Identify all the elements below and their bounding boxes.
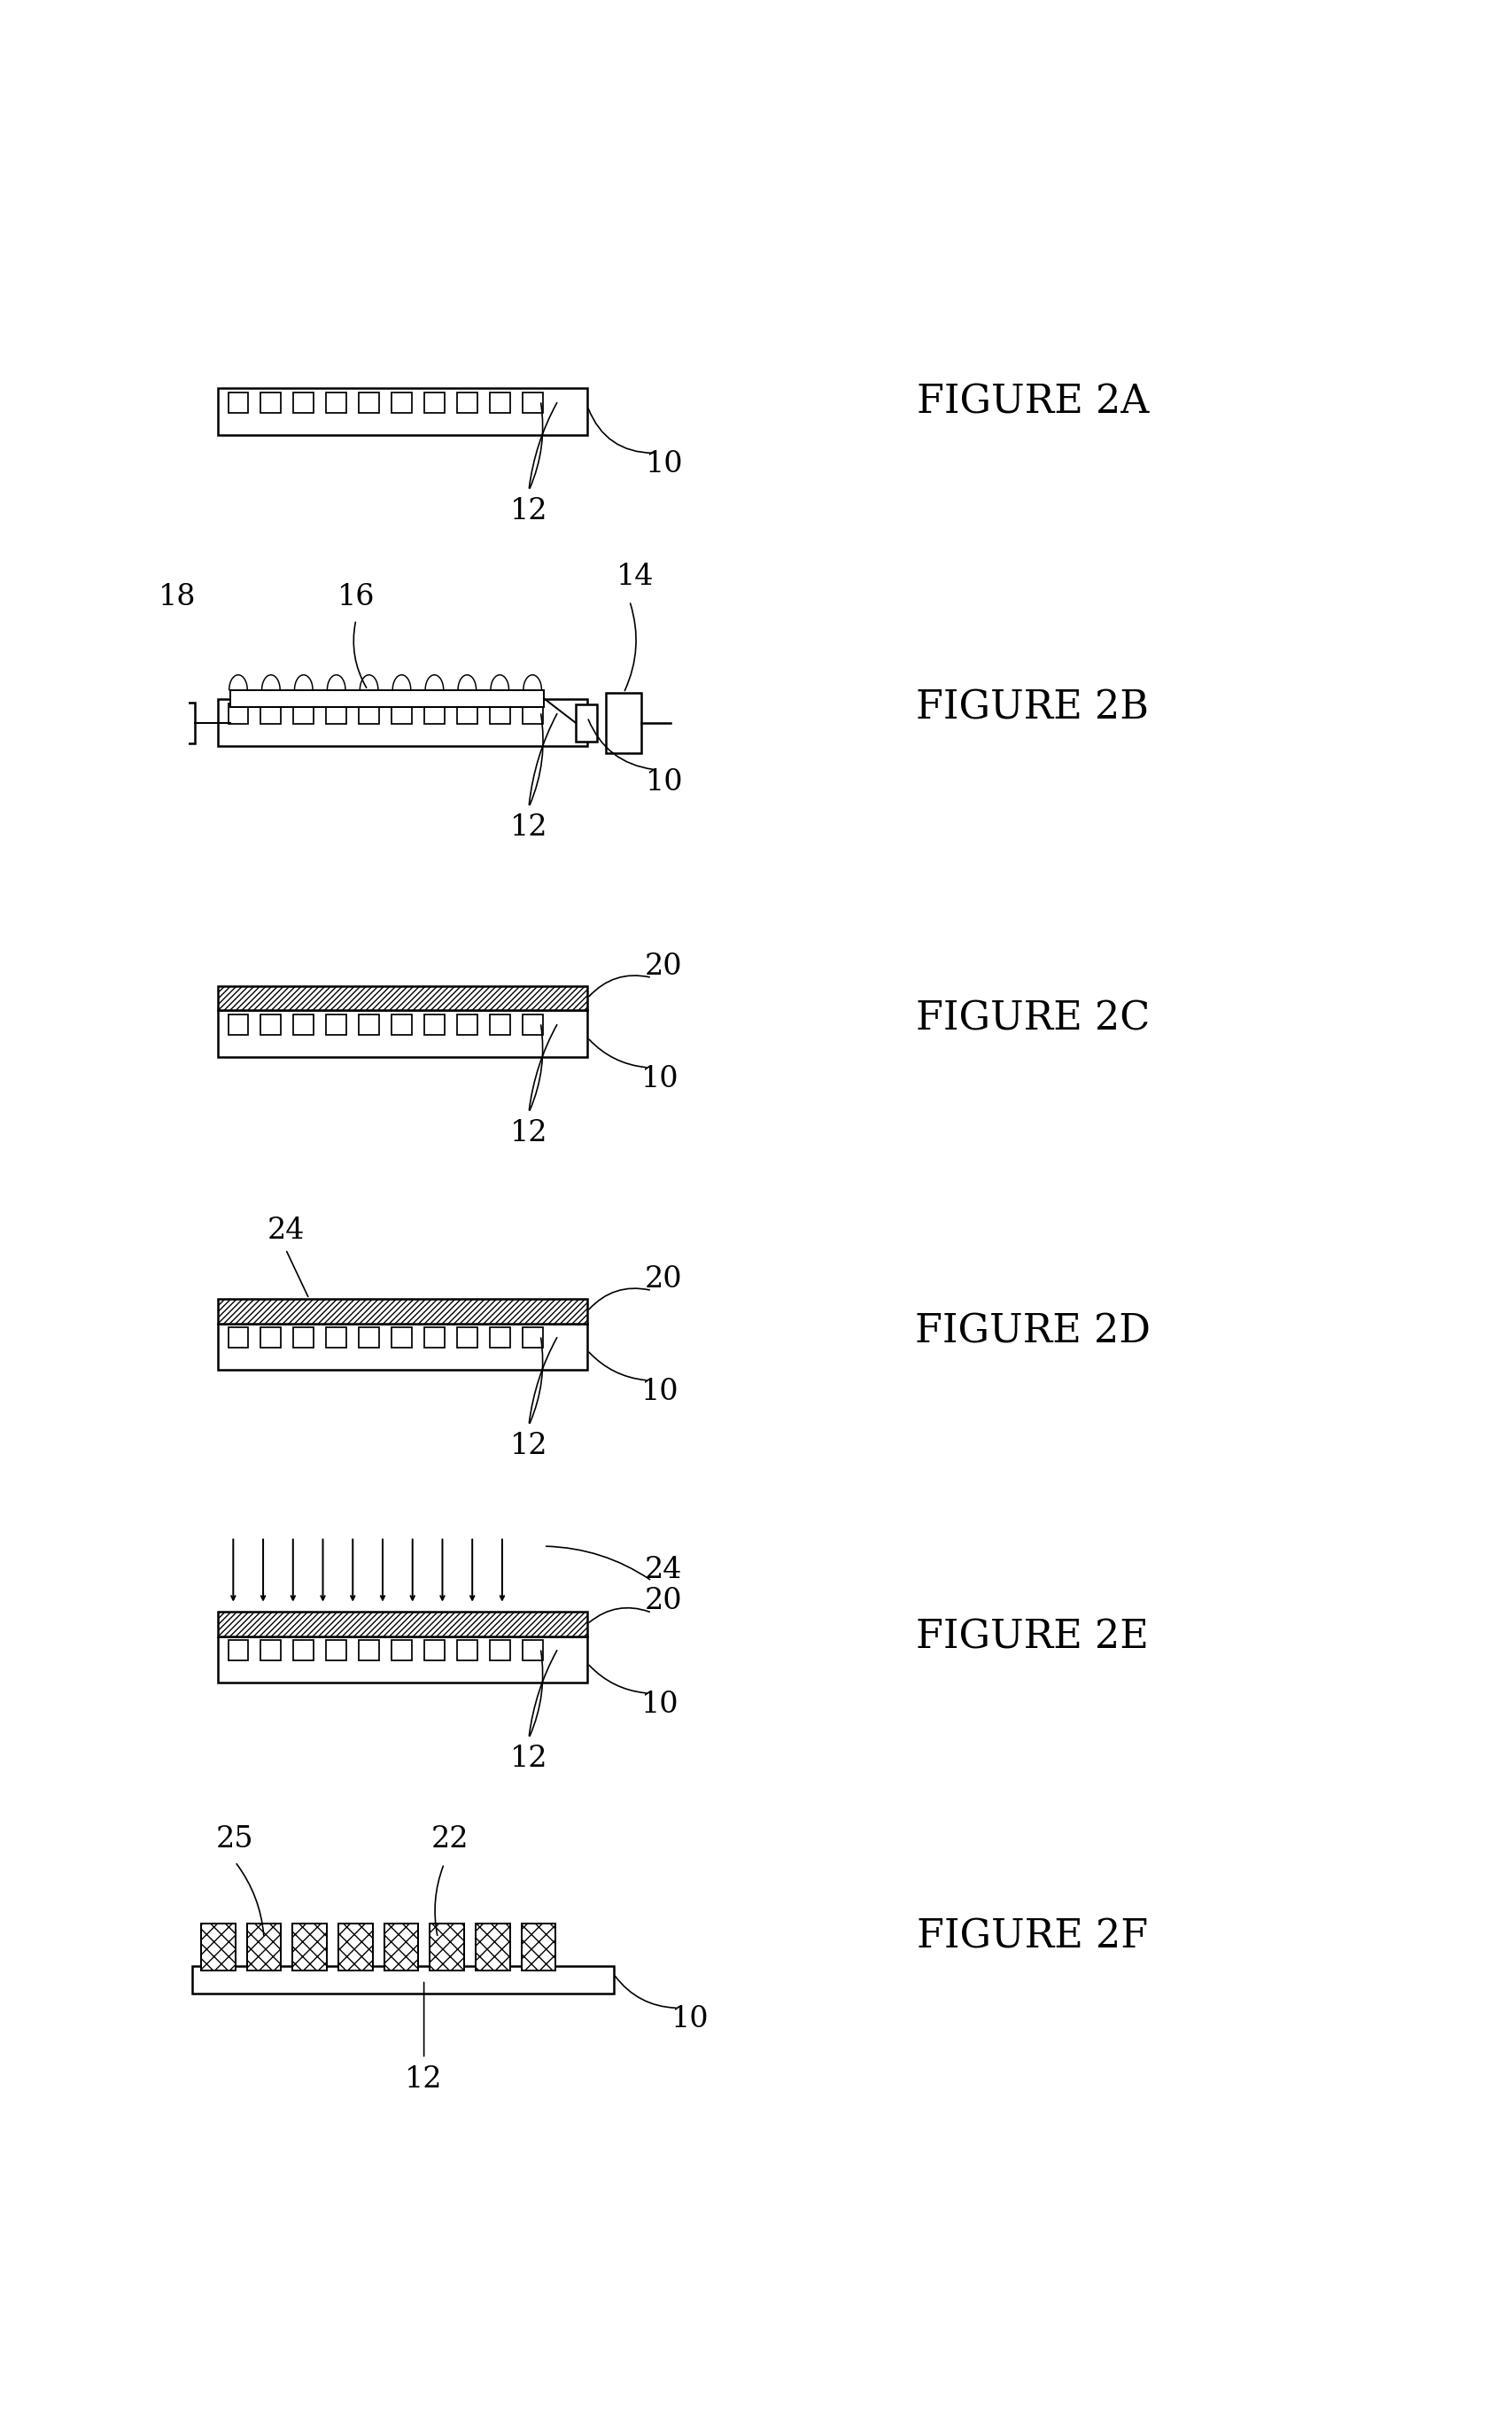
- Text: 12: 12: [405, 2066, 443, 2092]
- Text: FIGURE 2E: FIGURE 2E: [916, 1618, 1149, 1657]
- Bar: [228, 1015, 248, 1034]
- Bar: [218, 389, 587, 436]
- Bar: [166, 703, 195, 744]
- Bar: [522, 1326, 543, 1348]
- Bar: [457, 1015, 478, 1034]
- Text: FIGURE 2A: FIGURE 2A: [916, 384, 1149, 421]
- Text: 12: 12: [510, 1744, 547, 1774]
- Text: 12: 12: [510, 1119, 547, 1148]
- Bar: [490, 392, 510, 414]
- Bar: [425, 703, 445, 723]
- Text: 14: 14: [617, 562, 655, 591]
- Bar: [218, 1010, 587, 1058]
- Bar: [392, 703, 411, 723]
- Text: 25: 25: [216, 1825, 254, 1854]
- Text: 10: 10: [641, 1691, 679, 1718]
- Bar: [260, 392, 281, 414]
- Bar: [425, 1015, 445, 1034]
- Text: 16: 16: [337, 584, 375, 611]
- Bar: [339, 1925, 372, 1971]
- Bar: [327, 703, 346, 723]
- Bar: [425, 392, 445, 414]
- Bar: [522, 1640, 543, 1659]
- Text: FIGURE 2C: FIGURE 2C: [916, 1000, 1149, 1039]
- Bar: [576, 703, 597, 742]
- Bar: [293, 392, 314, 414]
- Text: FIGURE 2B: FIGURE 2B: [916, 689, 1149, 727]
- Bar: [429, 1925, 464, 1971]
- Bar: [327, 392, 346, 414]
- Bar: [293, 1640, 314, 1659]
- Bar: [384, 1925, 419, 1971]
- Bar: [260, 703, 281, 723]
- Bar: [260, 1326, 281, 1348]
- Bar: [522, 1015, 543, 1034]
- Bar: [246, 1925, 281, 1971]
- Text: 10: 10: [671, 2005, 709, 2034]
- Text: 24: 24: [644, 1555, 682, 1584]
- Bar: [327, 1640, 346, 1659]
- Text: 10: 10: [646, 450, 683, 479]
- Text: 22: 22: [431, 1825, 469, 1854]
- Bar: [260, 1015, 281, 1034]
- Bar: [457, 1640, 478, 1659]
- Bar: [358, 703, 380, 723]
- Bar: [392, 1640, 411, 1659]
- Bar: [218, 1635, 587, 1684]
- Bar: [228, 703, 248, 723]
- Bar: [201, 1925, 236, 1971]
- Text: 12: 12: [510, 813, 547, 842]
- Bar: [218, 1324, 587, 1370]
- Bar: [392, 1015, 411, 1034]
- Bar: [293, 1015, 314, 1034]
- Bar: [228, 1326, 248, 1348]
- Bar: [218, 1299, 587, 1324]
- Bar: [218, 1611, 587, 1635]
- Bar: [457, 703, 478, 723]
- Bar: [218, 985, 587, 1010]
- Bar: [606, 693, 641, 752]
- Bar: [476, 1925, 510, 1971]
- Bar: [293, 703, 314, 723]
- Bar: [425, 1326, 445, 1348]
- Bar: [228, 1640, 248, 1659]
- Bar: [457, 392, 478, 414]
- Bar: [490, 1326, 510, 1348]
- Text: 12: 12: [510, 496, 547, 526]
- Bar: [522, 392, 543, 414]
- Text: 24: 24: [268, 1216, 304, 1246]
- Bar: [490, 1015, 510, 1034]
- Bar: [490, 703, 510, 723]
- Bar: [292, 1925, 327, 1971]
- Bar: [228, 392, 248, 414]
- Text: 12: 12: [510, 1431, 547, 1460]
- Bar: [218, 698, 587, 747]
- Bar: [358, 1640, 380, 1659]
- Bar: [392, 1326, 411, 1348]
- Bar: [192, 1966, 614, 1995]
- Bar: [358, 1015, 380, 1034]
- Text: 20: 20: [644, 1265, 682, 1294]
- Text: FIGURE 2D: FIGURE 2D: [915, 1311, 1151, 1350]
- Bar: [260, 1640, 281, 1659]
- Bar: [425, 1640, 445, 1659]
- Text: 10: 10: [641, 1377, 679, 1406]
- Bar: [522, 1925, 555, 1971]
- Text: 20: 20: [644, 1586, 682, 1616]
- Bar: [230, 691, 544, 706]
- Bar: [327, 1326, 346, 1348]
- Bar: [490, 1640, 510, 1659]
- Text: 10: 10: [646, 769, 683, 798]
- Bar: [392, 392, 411, 414]
- Bar: [358, 392, 380, 414]
- Bar: [457, 1326, 478, 1348]
- Bar: [293, 1326, 314, 1348]
- Text: 20: 20: [644, 951, 682, 980]
- Text: 18: 18: [159, 584, 197, 611]
- Bar: [327, 1015, 346, 1034]
- Text: 10: 10: [641, 1066, 679, 1092]
- Bar: [358, 1326, 380, 1348]
- Text: FIGURE 2F: FIGURE 2F: [918, 1917, 1148, 1956]
- Bar: [522, 703, 543, 723]
